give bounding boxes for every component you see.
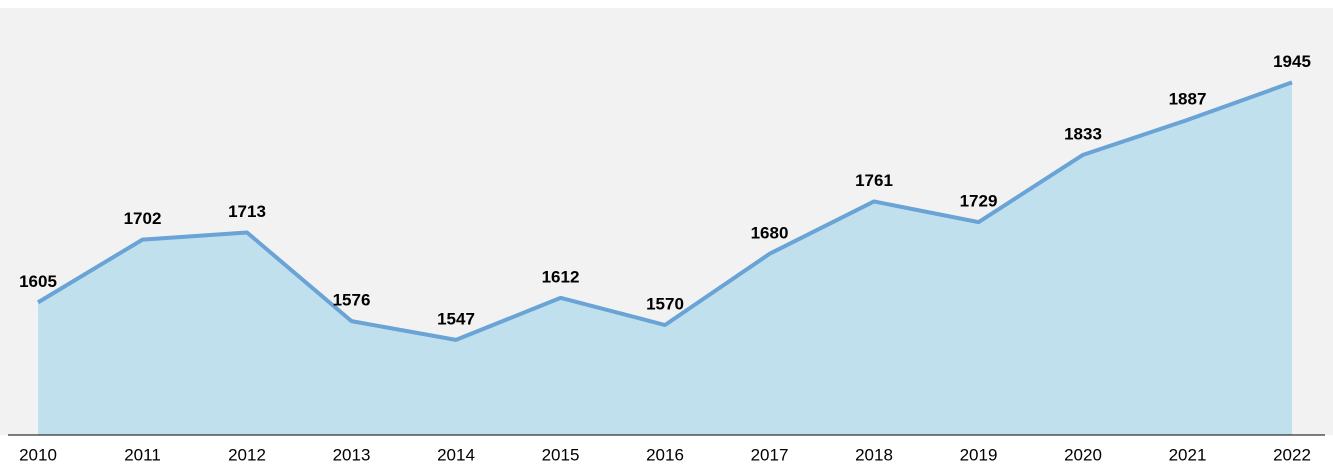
value-label: 1605 <box>19 272 57 291</box>
value-label: 1612 <box>542 267 580 286</box>
value-label: 1729 <box>960 192 998 211</box>
x-tick-label: 2020 <box>1064 445 1102 464</box>
area-fill <box>38 82 1292 435</box>
value-label: 1713 <box>228 202 266 221</box>
x-tick-label: 2014 <box>437 445 475 464</box>
value-label: 1576 <box>333 291 371 310</box>
value-label: 1833 <box>1064 124 1102 143</box>
x-tick-label: 2010 <box>19 445 57 464</box>
x-tick-label: 2017 <box>751 445 789 464</box>
x-tick-label: 2016 <box>646 445 684 464</box>
x-tick-label: 2019 <box>960 445 998 464</box>
x-tick-label: 2018 <box>855 445 893 464</box>
x-tick-label: 2013 <box>333 445 371 464</box>
value-label: 1570 <box>646 294 684 313</box>
value-label: 1702 <box>124 209 162 228</box>
value-label: 1547 <box>437 309 475 328</box>
x-tick-label: 2011 <box>124 445 161 464</box>
x-tick-label: 2012 <box>228 445 266 464</box>
value-label: 1945 <box>1273 52 1311 71</box>
value-label: 1887 <box>1169 89 1207 108</box>
value-label: 1761 <box>855 171 893 190</box>
x-tick-label: 2021 <box>1169 445 1207 464</box>
x-tick-label: 2015 <box>542 445 580 464</box>
area-line <box>36 80 1293 342</box>
value-label: 1680 <box>751 223 789 242</box>
x-tick-label: 2022 <box>1273 445 1311 464</box>
